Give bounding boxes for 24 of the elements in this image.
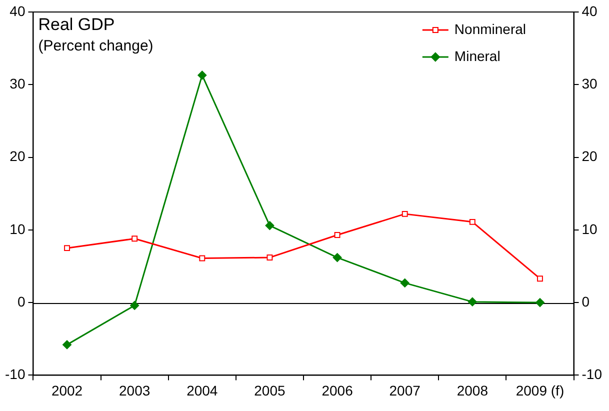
x-tick-label: 2006 (322, 382, 354, 398)
x-tick-label: 2003 (119, 382, 150, 398)
legend-label: Mineral (454, 48, 500, 64)
y2-tick-label: 10 (582, 220, 598, 237)
text: (Percent change) (38, 38, 154, 55)
y2-tick-label: 0 (582, 293, 590, 310)
legend-label: Nonmineral (454, 20, 526, 37)
x-tick-label: 2009 (f) (516, 382, 564, 398)
y2-tick-label: 30 (582, 76, 598, 92)
y-tick-label: 20 (10, 148, 26, 164)
y2-tick-label: -10 (582, 366, 602, 382)
y-tick-label: 40 (10, 2, 26, 19)
y2-tick-label: 40 (582, 2, 598, 19)
y-tick-label: 30 (10, 76, 26, 92)
y-tick-label: 0 (17, 293, 26, 310)
x-tick-label: 2004 (186, 382, 218, 398)
chart-title: Real GDP (38, 15, 115, 34)
y-tick-label: 10 (10, 220, 26, 237)
y2-tick-label: 20 (582, 148, 598, 164)
x-tick-label: 2005 (254, 382, 286, 398)
x-tick-label: 2002 (51, 382, 83, 398)
x-tick-label: 2008 (456, 382, 488, 398)
x-tick-label: 2007 (389, 382, 421, 398)
y-tick-label: -10 (5, 366, 26, 382)
